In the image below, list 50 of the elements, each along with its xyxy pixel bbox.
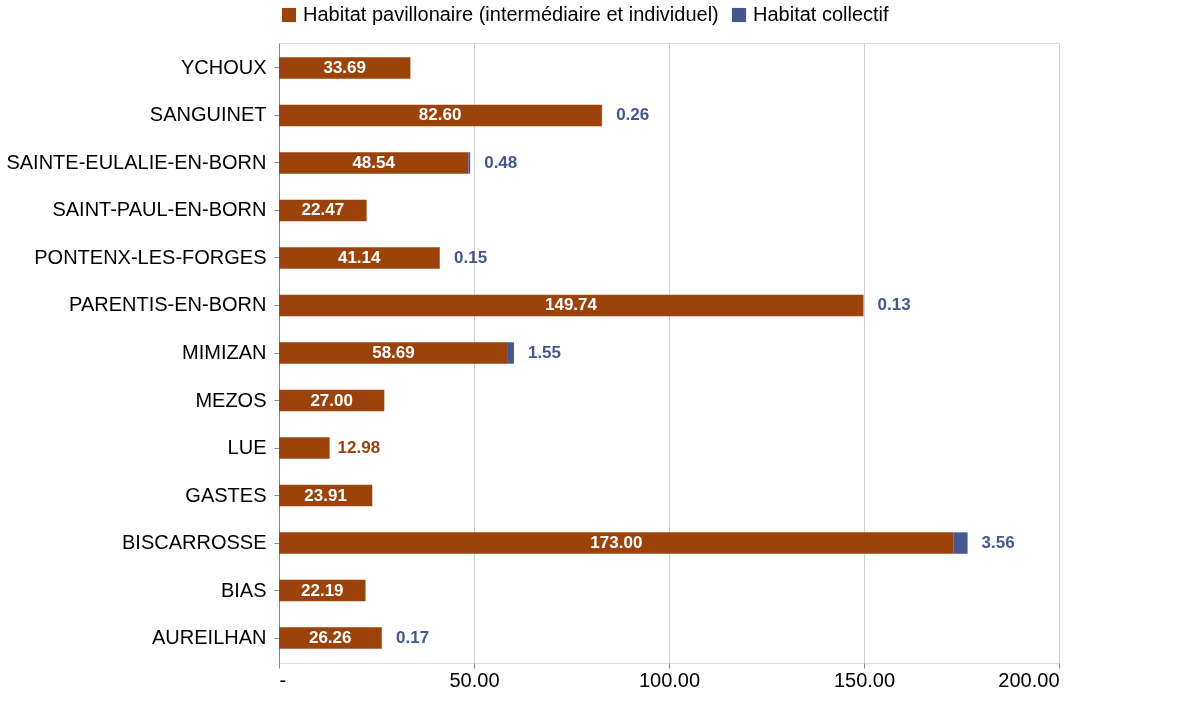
bar — [279, 437, 330, 459]
data-label: 26.26 — [308, 628, 352, 648]
x-tick-label: 200.00 — [998, 668, 1060, 691]
x-tick-label: 50.00 — [449, 668, 500, 691]
data-label: 33.69 — [323, 57, 366, 77]
x-tick-label: - — [279, 668, 287, 691]
y-tick-label: YCHOUX — [180, 55, 267, 78]
data-label: 12.98 — [337, 438, 381, 458]
y-tick-label: SANGUINET — [149, 103, 267, 126]
data-label: 3.56 — [981, 533, 1015, 553]
legend-label: Habitat collectif — [753, 3, 890, 25]
y-tick-label: BISCARROSSE — [122, 531, 267, 554]
bar — [279, 247, 440, 269]
legend-label: Habitat pavillonaire (intermédiaire et individuel) — [303, 3, 719, 25]
y-tick-label: LUE — [227, 436, 267, 459]
y-tick-label: MIMIZAN — [182, 341, 267, 363]
y-tick-label: GASTES — [185, 483, 267, 506]
y-tick-label: SAINT-PAUL-EN-BORN — [52, 198, 267, 221]
data-label: 48.54 — [352, 152, 396, 172]
y-tick-label: PARENTIS-EN-BORN — [69, 293, 267, 316]
data-label: 82.60 — [418, 105, 462, 125]
data-label: 0.13 — [877, 295, 911, 315]
bar — [279, 57, 411, 79]
y-tick-label: SAINTE-EULALIE-EN-BORN — [6, 150, 267, 173]
data-label: 149.74 — [544, 295, 598, 315]
bar — [279, 532, 954, 554]
x-tick-label: 150.00 — [833, 668, 896, 691]
data-label: 1.55 — [527, 343, 562, 362]
data-label: 0.15 — [454, 247, 488, 267]
data-label: 22.47 — [301, 200, 345, 220]
data-label: 22.19 — [301, 580, 344, 600]
data-label: 0.26 — [616, 105, 650, 125]
bar — [279, 104, 602, 127]
bar — [279, 152, 469, 174]
x-tick-label: 100.00 — [638, 668, 701, 691]
data-label: 23.91 — [304, 485, 347, 505]
bar — [279, 342, 508, 364]
y-tick-label: PONTENX-LES-FORGES — [34, 245, 267, 268]
y-tick-label: AUREILHAN — [152, 626, 267, 649]
data-label: 173.00 — [590, 533, 643, 553]
data-label: 58.69 — [372, 343, 415, 362]
bar — [279, 294, 863, 317]
data-label: 41.14 — [337, 247, 382, 267]
bar — [507, 342, 514, 364]
data-label: 27.00 — [310, 390, 353, 410]
data-label: 0.17 — [396, 628, 430, 648]
y-tick-label: BIAS — [220, 578, 267, 601]
bar — [953, 532, 968, 554]
data-label: 0.48 — [484, 152, 518, 172]
y-tick-label: MEZOS — [195, 388, 267, 411]
